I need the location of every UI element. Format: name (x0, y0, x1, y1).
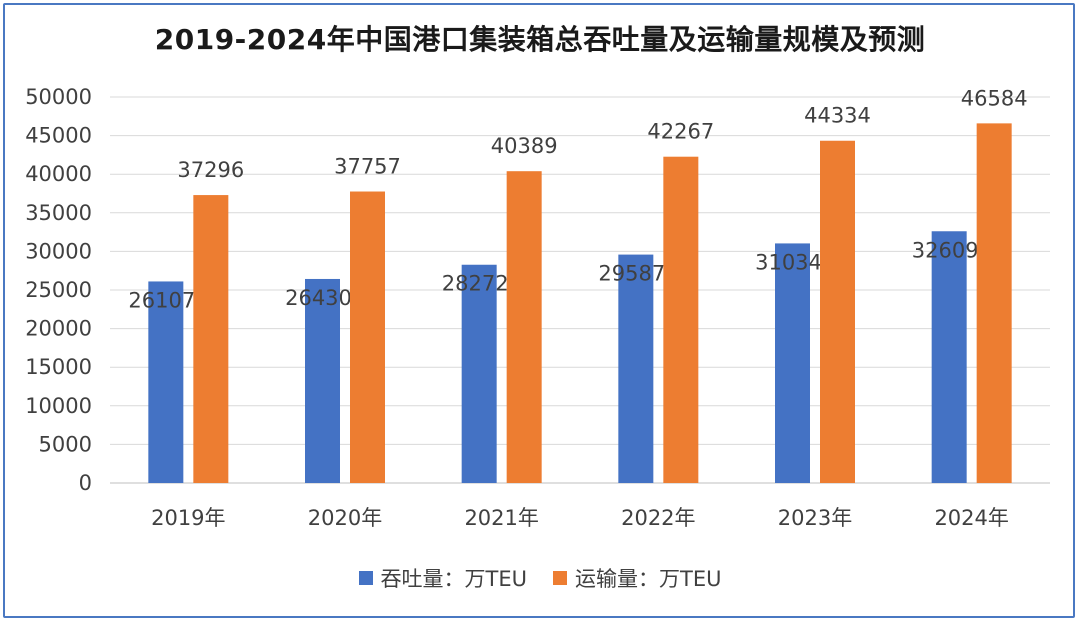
data-label-transport: 37757 (334, 155, 401, 179)
y-tick-label: 35000 (25, 201, 92, 225)
chart-title: 2019-2024年中国港口集装箱总吞吐量及运输量规模及预测 (154, 23, 926, 56)
bar-transport (976, 123, 1012, 483)
bar-throughput (775, 243, 810, 483)
bar-transport (663, 156, 699, 483)
chart-legend: 吞吐量：万TEU 运输量：万TEU (0, 563, 1080, 593)
bar-throughput (618, 254, 654, 483)
data-label-transport: 46584 (961, 86, 1028, 110)
data-label-transport: 37296 (177, 158, 244, 182)
data-label-throughput: 29587 (598, 262, 665, 286)
y-tick-label: 25000 (25, 278, 92, 302)
bar-transport (820, 140, 855, 483)
x-tick-label: 2023年 (778, 506, 852, 530)
data-label-throughput: 32609 (912, 238, 979, 262)
bar-transport (350, 191, 385, 483)
y-tick-label: 5000 (39, 432, 92, 456)
x-tick-label: 2021年 (464, 506, 538, 530)
y-tick-label: 45000 (25, 124, 92, 148)
y-tick-label: 40000 (25, 162, 92, 186)
data-label-throughput: 31034 (755, 250, 822, 274)
bar-throughput (931, 231, 967, 483)
y-tick-label: 20000 (25, 317, 92, 341)
bar-throughput (461, 264, 497, 483)
data-label-transport: 44334 (804, 104, 871, 128)
legend-label-throughput: 吞吐量：万TEU (380, 567, 527, 591)
data-label-transport: 42267 (647, 120, 714, 144)
x-tick-label: 2019年 (151, 506, 225, 530)
legend-label-transport: 运输量：万TEU (575, 567, 722, 591)
data-label-throughput: 26430 (285, 286, 352, 310)
y-tick-label: 30000 (25, 239, 92, 263)
y-tick-label: 10000 (25, 394, 92, 418)
y-tick-label: 0 (79, 471, 92, 495)
x-tick-label: 2022年 (621, 506, 695, 530)
data-label-transport: 40389 (491, 134, 558, 158)
data-label-throughput: 26107 (128, 288, 195, 312)
bar-transport (193, 195, 229, 483)
y-tick-label: 15000 (25, 355, 92, 379)
legend-item-throughput: 吞吐量：万TEU (358, 563, 527, 593)
legend-swatch-transport (553, 571, 567, 585)
bar-transport (506, 171, 542, 484)
x-tick-label: 2024年 (934, 506, 1008, 530)
bar-throughput (305, 278, 340, 483)
legend-swatch-throughput (358, 571, 373, 585)
y-tick-label: 50000 (25, 85, 92, 109)
legend-item-transport: 运输量：万TEU (553, 563, 721, 593)
data-label-throughput: 28272 (442, 272, 509, 296)
bar-throughput (148, 281, 184, 483)
x-tick-label: 2020年 (308, 506, 382, 530)
